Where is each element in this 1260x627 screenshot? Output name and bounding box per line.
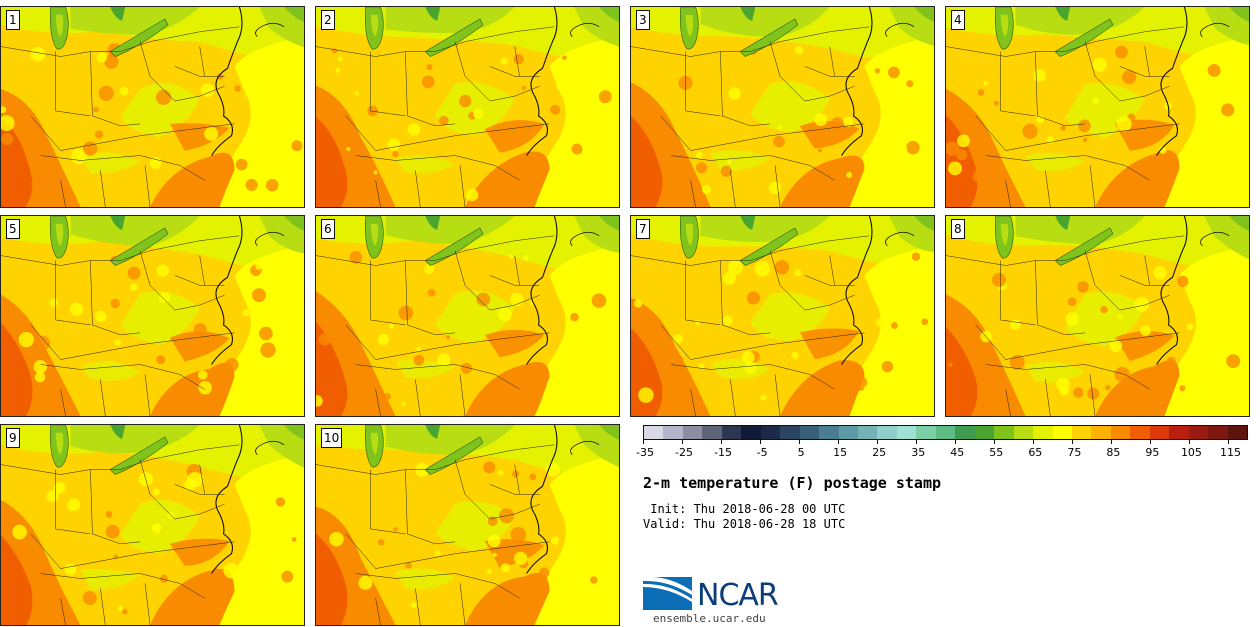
ensemble-member-panel: 3 — [630, 6, 935, 208]
site-url: ensemble.ucar.edu — [653, 612, 766, 625]
valid-time: Valid: Thu 2018-06-28 18 UTC — [643, 517, 846, 531]
colorbar-tick — [877, 440, 879, 444]
ensemble-member-panel: 2 — [315, 6, 620, 208]
ensemble-member-panel: 9 — [0, 424, 305, 626]
colorbar-tick — [799, 440, 801, 444]
colorbar-ticks: -35 -25 -15 -5 5 15 25 35 45 55 65 75 85 95 105 115 — [636, 440, 1248, 462]
colorbar-swatch — [663, 426, 683, 439]
colorbar-tick-label: 115 — [1219, 446, 1241, 459]
colorbar-swatch — [1013, 426, 1034, 439]
colorbar-tick — [721, 440, 723, 444]
member-number-label: 1 — [6, 10, 20, 30]
temperature-colorbar — [643, 425, 1248, 440]
colorbar-swatch — [877, 426, 897, 439]
colorbar-tick — [682, 440, 684, 444]
colorbar-tick — [760, 440, 762, 444]
ensemble-member-panel: 8 — [945, 215, 1250, 417]
ncar-logo-text: NCAR — [697, 578, 779, 613]
colorbar-swatch — [1227, 426, 1248, 439]
colorbar-tick-label: -35 — [636, 446, 654, 459]
member-number-label: 9 — [6, 428, 20, 448]
colorbar-tick — [994, 440, 996, 444]
member-number-label: 5 — [6, 219, 20, 239]
colorbar-tick-label: 25 — [872, 446, 887, 459]
colorbar-swatch — [741, 426, 761, 439]
colorbar-tick — [838, 440, 840, 444]
colorbar-swatch — [1091, 426, 1111, 439]
colorbar-swatch — [682, 426, 703, 439]
colorbar-tick — [916, 440, 918, 444]
colorbar-tick — [1033, 440, 1035, 444]
colorbar-swatch — [780, 426, 800, 439]
member-number-label: 10 — [321, 428, 343, 448]
member-number-label: 8 — [951, 219, 965, 239]
colorbar-tick-label: -15 — [714, 446, 733, 459]
colorbar-tick — [1150, 440, 1152, 444]
ensemble-member-panel: 6 — [315, 215, 620, 417]
colorbar-swatch — [974, 426, 995, 439]
ensemble-member-panel: 1 — [0, 6, 305, 208]
colorbar-swatch — [721, 426, 742, 439]
colorbar-tick-label: 45 — [950, 446, 965, 459]
colorbar-tick-label: 75 — [1067, 446, 1082, 459]
colorbar-swatch — [1071, 426, 1092, 439]
ensemble-member-panel: 7 — [630, 215, 935, 417]
colorbar-tick-label: 35 — [911, 446, 926, 459]
colorbar-tick-label: 105 — [1180, 446, 1202, 459]
colorbar-swatch — [1149, 426, 1170, 439]
ensemble-member-panel: 5 — [0, 215, 305, 417]
colorbar-tick — [955, 440, 957, 444]
member-number-label: 7 — [636, 219, 650, 239]
colorbar-tick-label: 65 — [1028, 446, 1043, 459]
colorbar-swatch — [819, 426, 839, 439]
colorbar-swatch — [1188, 426, 1209, 439]
colorbar-tick-label: 5 — [797, 446, 805, 459]
colorbar-swatch — [702, 426, 722, 439]
colorbar-swatch — [955, 426, 975, 439]
ensemble-member-panel: 4 — [945, 6, 1250, 208]
colorbar-swatch — [935, 426, 956, 439]
colorbar-tick-label: 85 — [1106, 446, 1121, 459]
colorbar-swatch — [799, 426, 820, 439]
colorbar-tick-label: 95 — [1145, 446, 1160, 459]
colorbar-swatch — [644, 426, 664, 439]
colorbar-swatch — [857, 426, 878, 439]
init-time: Init: Thu 2018-06-28 00 UTC — [643, 502, 846, 516]
colorbar-swatch — [1208, 426, 1228, 439]
colorbar-swatch — [760, 426, 781, 439]
colorbar-tick-label: -5 — [756, 446, 768, 459]
colorbar-swatch — [1052, 426, 1072, 439]
colorbar-tick-label: 55 — [989, 446, 1004, 459]
colorbar-swatch — [994, 426, 1014, 439]
colorbar-tick — [1189, 440, 1191, 444]
colorbar-tick-label: -25 — [675, 446, 694, 459]
ensemble-member-panel: 10 — [315, 424, 620, 626]
colorbar-swatch — [838, 426, 858, 439]
colorbar-tick-label: 15 — [833, 446, 848, 459]
member-number-label: 2 — [321, 10, 335, 30]
colorbar-swatch — [1110, 426, 1131, 439]
colorbar-tick — [1111, 440, 1113, 444]
colorbar-swatch — [896, 426, 917, 439]
colorbar-swatch — [916, 426, 936, 439]
colorbar-tick — [1072, 440, 1074, 444]
colorbar-swatch — [1169, 426, 1189, 439]
colorbar-swatch — [1033, 426, 1053, 439]
colorbar-tick — [643, 440, 644, 444]
colorbar-swatch — [1130, 426, 1150, 439]
colorbar-tick — [1228, 440, 1230, 444]
ncar-logo-icon — [643, 576, 692, 610]
member-number-label: 4 — [951, 10, 965, 30]
plot-title: 2-m temperature (F) postage stamp — [643, 474, 942, 492]
member-number-label: 6 — [321, 219, 335, 239]
member-number-label: 3 — [636, 10, 650, 30]
